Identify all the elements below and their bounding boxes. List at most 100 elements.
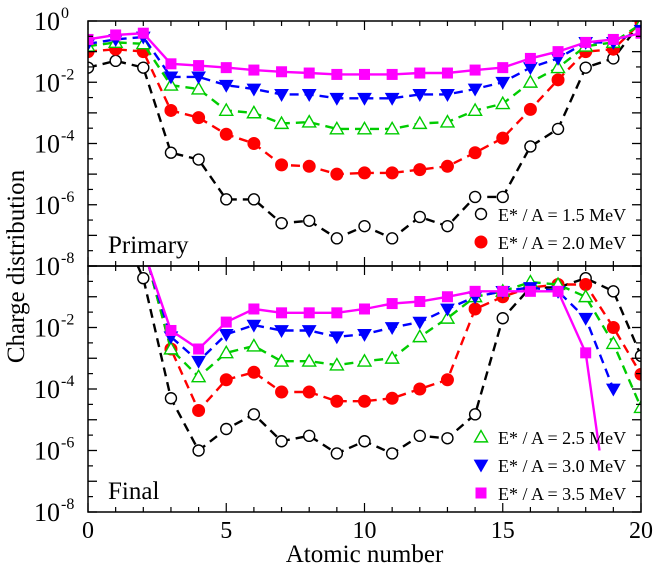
data-point xyxy=(414,67,426,79)
data-point xyxy=(440,373,454,387)
data-point xyxy=(192,444,205,457)
data-point xyxy=(218,102,234,117)
data-point xyxy=(273,353,290,367)
data-point xyxy=(246,338,262,352)
data-point xyxy=(413,382,427,396)
y-tick-base: 10 xyxy=(34,437,60,466)
data-point xyxy=(220,422,233,436)
data-point xyxy=(441,67,453,79)
data-point xyxy=(274,325,289,338)
data-point xyxy=(468,146,482,160)
y-tick-label: 10 -4 xyxy=(34,128,74,159)
data-point xyxy=(524,52,536,64)
y-tick-label: 10 -2 xyxy=(34,66,74,97)
data-point xyxy=(248,303,260,315)
y-tick-base: 10 xyxy=(34,130,60,159)
data-point xyxy=(356,120,373,135)
y-tick-base: 10 xyxy=(34,252,60,281)
data-point xyxy=(247,365,261,379)
legend-label: E* / A = 2.0 MeV xyxy=(498,233,626,253)
data-point xyxy=(302,385,316,399)
y-tick-base: 10 xyxy=(34,498,60,527)
data-point xyxy=(357,92,372,106)
data-point xyxy=(301,114,317,128)
series-2 xyxy=(88,21,641,181)
data-point xyxy=(220,316,232,328)
data-point xyxy=(386,298,398,310)
y-axis-title: Charge distribution xyxy=(3,169,30,363)
data-point xyxy=(550,59,566,74)
data-point xyxy=(303,307,315,319)
data-point xyxy=(330,447,344,460)
data-point xyxy=(440,159,454,173)
data-point xyxy=(473,429,489,443)
data-point xyxy=(303,67,315,79)
x-tick-labels: 0 5 10 15 20 xyxy=(82,518,653,544)
data-point xyxy=(329,331,345,345)
series-2 xyxy=(147,266,641,417)
data-point xyxy=(137,61,150,74)
y-tick-exponent: -2 xyxy=(61,312,74,329)
data-point xyxy=(412,89,428,102)
data-point xyxy=(551,122,565,136)
data-point xyxy=(385,166,399,180)
data-point xyxy=(474,235,488,249)
data-point xyxy=(551,73,565,87)
data-point xyxy=(303,429,316,443)
data-point xyxy=(468,190,482,204)
data-point xyxy=(192,153,205,166)
data-point xyxy=(248,64,260,76)
legend-entry: E* / A = 2.5 MeV xyxy=(473,428,626,448)
y-tick-label: 10 -2 xyxy=(34,312,74,343)
series-3 xyxy=(147,266,641,414)
legend-label: E* / A = 3.0 MeV xyxy=(498,456,626,476)
data-point xyxy=(357,328,372,342)
data-point xyxy=(273,115,290,130)
data-point xyxy=(440,89,455,102)
data-point xyxy=(441,219,454,233)
data-point xyxy=(163,77,179,91)
y-tick-exponent: 0 xyxy=(61,5,69,22)
data-point xyxy=(495,95,511,110)
data-point xyxy=(579,278,593,292)
y-tick-exponent: -4 xyxy=(61,373,74,390)
data-point xyxy=(385,391,399,405)
data-point xyxy=(219,127,233,141)
data-point xyxy=(495,76,511,90)
data-point xyxy=(191,71,206,85)
data-point xyxy=(192,403,206,417)
data-point xyxy=(523,62,538,76)
data-point xyxy=(635,27,641,39)
data-point xyxy=(356,353,373,367)
data-point xyxy=(439,310,456,324)
data-point xyxy=(634,367,641,381)
data-point xyxy=(275,158,289,172)
data-point xyxy=(469,64,481,76)
data-point xyxy=(219,373,233,387)
data-point xyxy=(439,114,456,128)
y-tick-base: 10 xyxy=(34,314,60,343)
legend-label: E* / A = 1.5 MeV xyxy=(498,205,626,225)
data-point xyxy=(164,392,178,405)
series-1 xyxy=(88,21,641,245)
series-4 xyxy=(147,266,621,397)
data-point xyxy=(468,302,482,316)
data-point xyxy=(384,92,400,106)
x-tick-label: 15 xyxy=(491,518,515,544)
data-point xyxy=(441,432,454,445)
y-tick-label: 10 -6 xyxy=(34,189,74,220)
series-5 xyxy=(88,27,641,80)
data-point xyxy=(497,62,509,74)
data-point xyxy=(467,102,483,117)
data-point xyxy=(474,207,488,221)
y-tick-label: 10 -6 xyxy=(34,435,74,466)
series-line xyxy=(147,266,615,390)
x-axis-title: Atomic number xyxy=(286,541,444,567)
legend-entry: E* / A = 2.0 MeV xyxy=(474,233,626,253)
data-point xyxy=(88,33,94,45)
data-point xyxy=(384,350,400,364)
data-point xyxy=(385,232,399,245)
y-tick-exponent: -8 xyxy=(61,250,74,267)
data-point xyxy=(358,166,371,180)
data-point xyxy=(469,285,481,297)
